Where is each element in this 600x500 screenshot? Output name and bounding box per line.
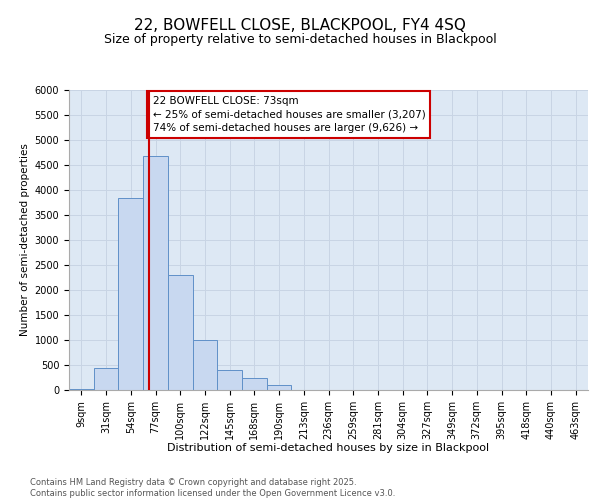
Bar (193, 340, 217, 390)
Text: Size of property relative to semi-detached houses in Blackpool: Size of property relative to semi-detach… (104, 32, 496, 46)
Bar (217, 370, 242, 390)
Text: 22, BOWFELL CLOSE, BLACKPOOL, FY4 4SQ: 22, BOWFELL CLOSE, BLACKPOOL, FY4 4SQ (134, 18, 466, 32)
Text: 22 BOWFELL CLOSE: 73sqm
← 25% of semi-detached houses are smaller (3,207)
74% of: 22 BOWFELL CLOSE: 73sqm ← 25% of semi-de… (152, 96, 425, 133)
Bar (69, 388, 94, 390)
X-axis label: Distribution of semi-detached houses by size in Blackpool: Distribution of semi-detached houses by … (167, 444, 490, 454)
Bar (143, 156, 168, 390)
Bar (242, 378, 267, 390)
Bar (118, 198, 143, 390)
Text: Contains HM Land Registry data © Crown copyright and database right 2025.
Contai: Contains HM Land Registry data © Crown c… (30, 478, 395, 498)
Bar (267, 385, 292, 390)
Y-axis label: Number of semi-detached properties: Number of semi-detached properties (20, 144, 31, 336)
Bar (168, 275, 193, 390)
Bar (94, 368, 118, 390)
